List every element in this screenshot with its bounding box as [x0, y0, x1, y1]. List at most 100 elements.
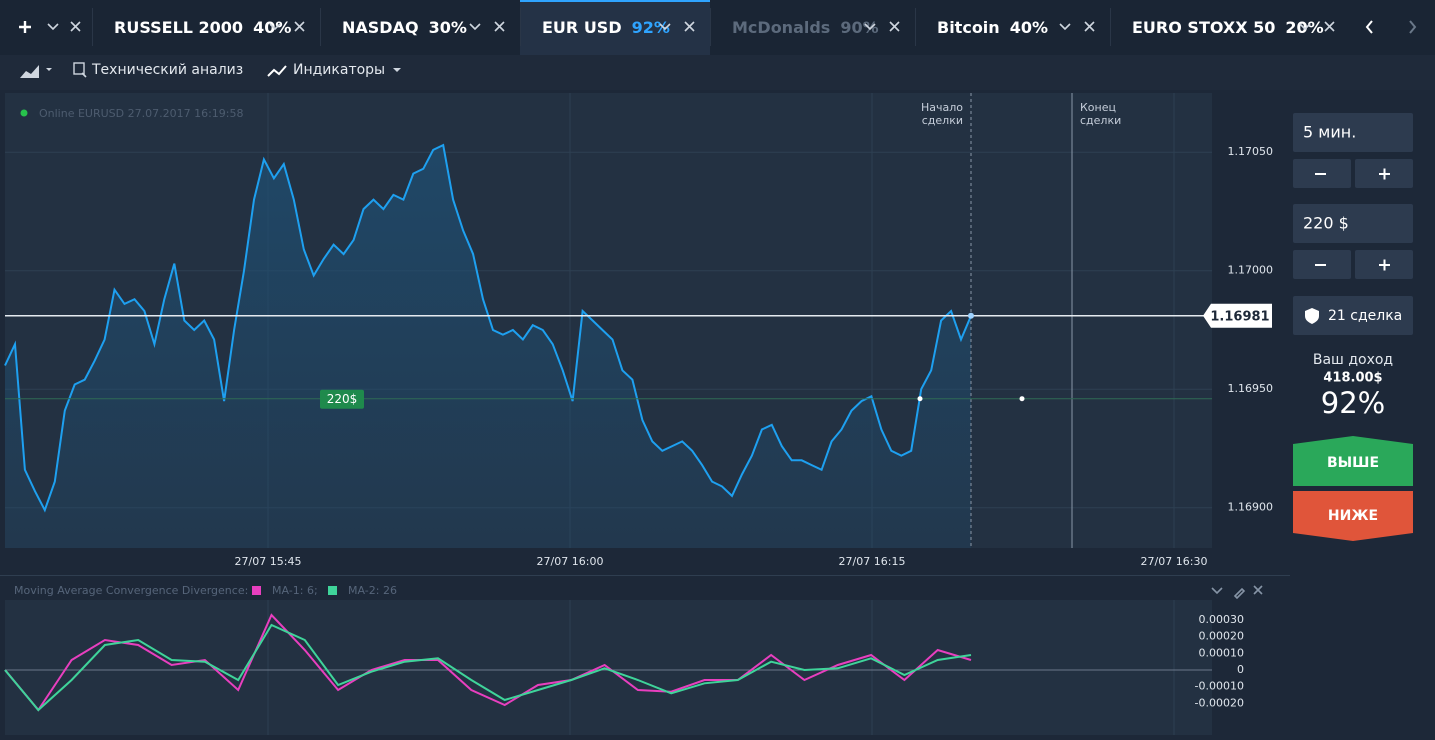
- tab-payout: 30%: [429, 18, 467, 37]
- status: Online EURUSD 27.07.2017 16:19:58: [39, 107, 244, 120]
- up-button-shape: [1293, 436, 1413, 486]
- tab-payout: 40%: [1010, 18, 1048, 37]
- tab-background: [1110, 0, 1350, 55]
- tab-close[interactable]: [494, 21, 505, 32]
- tab-name: EURO STOXX 50: [1132, 18, 1275, 37]
- down-button-shape: [1293, 491, 1413, 541]
- indicators-button[interactable]: Индикаторы: [267, 62, 401, 78]
- plus-button[interactable]: [1355, 159, 1413, 188]
- tab-divider: [520, 8, 521, 46]
- up-button-label: ВЫШЕ: [1327, 455, 1379, 471]
- plus-button[interactable]: [1355, 250, 1413, 279]
- tab-payout: 90%: [840, 18, 878, 37]
- chart-type-button[interactable]: [20, 65, 52, 78]
- tab-divider: [320, 8, 321, 46]
- legend-label: MA-2: 26: [348, 584, 397, 597]
- payout: 92%: [1321, 386, 1385, 420]
- tab-background: [915, 0, 1110, 55]
- tab-next[interactable]: [1409, 20, 1417, 34]
- tab-menu[interactable]: [1059, 23, 1071, 31]
- minus-button[interactable]: [1293, 159, 1351, 188]
- tab-menu[interactable]: [469, 23, 481, 31]
- tab-divider: [710, 8, 711, 46]
- trade-point: [917, 396, 923, 402]
- tab-menu[interactable]: [269, 23, 281, 31]
- amount-input[interactable]: 220 $: [1293, 204, 1413, 243]
- amount-input-label: 220 $: [1303, 214, 1349, 233]
- macd-y-tick-label: -0.00010: [1195, 680, 1244, 693]
- tab-background: [92, 0, 320, 55]
- tab-close[interactable]: [1324, 21, 1335, 32]
- deals-button[interactable]: 21 сделка: [1293, 296, 1413, 335]
- macd-y-tick-label: 0.00020: [1199, 630, 1245, 643]
- income-label: Ваш доход: [1313, 352, 1393, 368]
- deals-button-label: 21 сделка: [1328, 308, 1402, 324]
- end-marker-label: Конец: [1080, 101, 1116, 114]
- tab-label: NASDAQ 30%: [342, 18, 467, 37]
- tab-divider: [915, 8, 916, 46]
- x-tick-label: 27/07 16:00: [537, 555, 604, 568]
- tab[interactable]: RUSSELL 2000 40%: [92, 0, 320, 55]
- tab-name: Bitcoin: [937, 18, 1000, 37]
- minus-button[interactable]: [1293, 250, 1351, 279]
- tab-name: RUSSELL 2000: [114, 18, 243, 37]
- x-tick-label: 27/07 16:30: [1141, 555, 1208, 568]
- x-tick-label: 27/07 15:45: [235, 555, 302, 568]
- start-marker-label: Начало: [921, 101, 963, 114]
- macd-y-tick-label: 0.00010: [1199, 646, 1245, 659]
- y-tick-label: 1.16900: [1228, 501, 1274, 514]
- add-tab[interactable]: [19, 21, 81, 33]
- tab-background: [520, 0, 710, 55]
- plus-button-icon: [1379, 168, 1390, 180]
- tab-name: EUR USD: [542, 18, 622, 37]
- tab-menu[interactable]: [659, 23, 671, 31]
- x-tick-label: 27/07 16:15: [839, 555, 906, 568]
- price-area: [5, 145, 971, 548]
- tab-label: RUSSELL 2000 40%: [114, 18, 291, 37]
- tab-name: NASDAQ: [342, 18, 419, 37]
- tab-close[interactable]: [1084, 21, 1095, 32]
- tab-label: EURO STOXX 50 20%: [1132, 18, 1324, 37]
- tab[interactable]: Bitcoin 40%: [915, 0, 1110, 55]
- time-input-label: 5 мин.: [1303, 123, 1356, 142]
- macd-y-tick-label: -0.00020: [1195, 696, 1244, 709]
- tab-label: McDonalds 90%: [732, 18, 879, 37]
- deals-button-box: [1293, 296, 1413, 335]
- tab-active-indicator: [520, 0, 710, 2]
- y-tick-label: 1.17000: [1228, 264, 1274, 277]
- tab-background: [320, 0, 520, 55]
- tab-menu[interactable]: [1299, 23, 1311, 31]
- tab-label: EUR USD 92%: [542, 18, 670, 37]
- down-button[interactable]: НИЖЕ: [1293, 491, 1413, 541]
- legend-swatch: [252, 586, 261, 595]
- tab[interactable]: NASDAQ 30%: [320, 0, 520, 55]
- start-marker-label: сделки: [922, 114, 963, 127]
- toolbar: [0, 55, 1435, 90]
- trade-tag-label: 220$: [327, 392, 358, 406]
- plus-button-icon: [1379, 259, 1390, 271]
- end-marker-label: сделки: [1080, 114, 1121, 127]
- tab[interactable]: EURO STOXX 50 20%: [1110, 0, 1350, 55]
- macd-title: Moving Average Convergence Divergence:: [14, 584, 248, 597]
- macd-tools[interactable]: [1211, 585, 1263, 600]
- current-price-label: 1.16981: [1210, 309, 1269, 324]
- tab[interactable]: EUR USD 92%: [520, 0, 710, 55]
- tab-prev[interactable]: [1365, 20, 1373, 34]
- tab-payout: 20%: [1285, 18, 1323, 37]
- down-button-label: НИЖЕ: [1328, 508, 1378, 524]
- legend-label: MA-1: 6;: [272, 584, 318, 597]
- time-input[interactable]: 5 мин.: [1293, 113, 1413, 152]
- tab-menu[interactable]: [864, 23, 876, 31]
- analysis-button[interactable]: Технический анализ: [73, 62, 243, 78]
- up-button[interactable]: ВЫШЕ: [1293, 436, 1413, 486]
- trade-tag: [320, 389, 364, 409]
- tab-close[interactable]: [684, 21, 695, 32]
- tab-close[interactable]: [294, 21, 305, 32]
- y-tick-label: 1.16950: [1228, 382, 1274, 395]
- income: 418.00$: [1323, 371, 1382, 386]
- y-tick-label: 1.17050: [1228, 145, 1274, 158]
- tab[interactable]: McDonalds 90%: [710, 0, 915, 55]
- tab-close[interactable]: [889, 21, 900, 32]
- analysis-label: Технический анализ: [91, 62, 243, 78]
